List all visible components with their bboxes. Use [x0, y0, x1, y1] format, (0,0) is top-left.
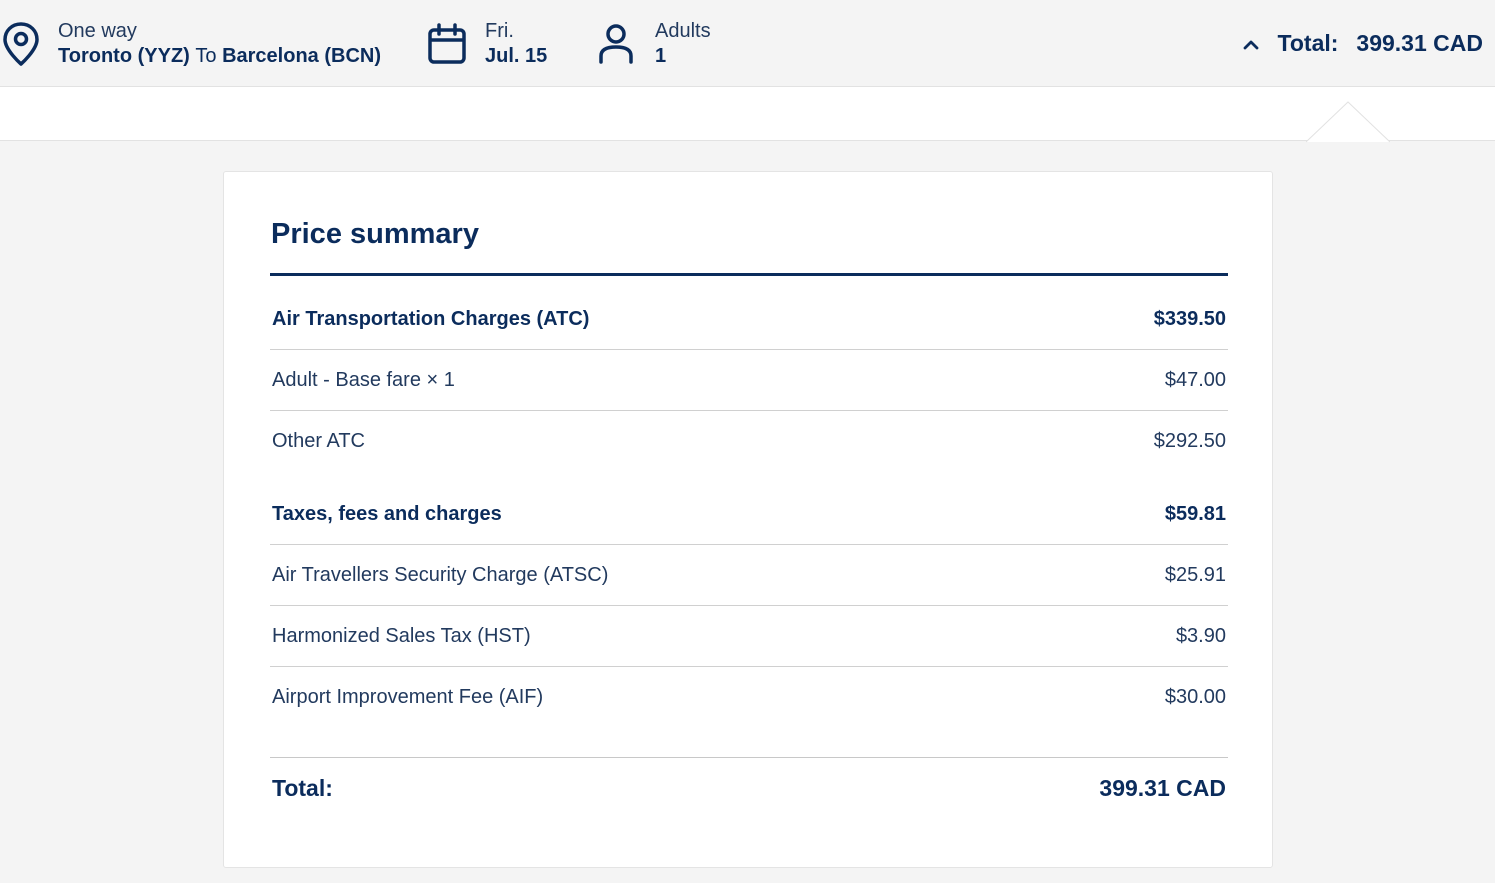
section-heading-row: Taxes, fees and charges $59.81: [270, 484, 1228, 545]
price-line-amount: $30.00: [1164, 686, 1226, 708]
price-line-label: Other ATC: [272, 430, 365, 452]
passenger-count: 1: [655, 44, 667, 67]
atc-section: Air Transportation Charges (ATC) $339.50…: [270, 289, 1228, 472]
price-line-amount: $47.00: [1164, 368, 1226, 391]
page-title: Price summary: [271, 218, 479, 250]
passenger-type-label: Adults: [655, 19, 711, 42]
total-price-toggle[interactable]: Total: 399.31 CAD: [1242, 0, 1483, 87]
header-total-label: Total:: [1277, 30, 1339, 56]
location-pin-icon: [0, 21, 42, 67]
section-heading-amount: $59.81: [1164, 502, 1226, 525]
title-underline: [270, 273, 1228, 276]
panel-top-strip: [0, 87, 1495, 141]
passenger-summary: Adults 1: [595, 0, 711, 87]
price-summary-card: Price summary Air Transportation Charges…: [223, 171, 1273, 868]
price-line-amount: $25.91: [1164, 563, 1226, 586]
trip-summary-bar: One way Toronto (YYZ) To Barcelona (BCN)…: [0, 0, 1495, 87]
total-divider: [270, 757, 1228, 758]
price-line-row: Airport Improvement Fee (AIF) $30.00: [270, 667, 1228, 728]
grand-total-row: Total: 399.31 CAD: [272, 775, 1226, 802]
price-line-label: Air Travellers Security Charge (ATSC): [272, 563, 609, 586]
section-heading-label: Taxes, fees and charges: [272, 502, 502, 525]
header-total-value: 399.31 CAD: [1356, 30, 1483, 56]
grand-total-label: Total:: [272, 775, 333, 801]
taxes-section: Taxes, fees and charges $59.81 Air Trave…: [270, 484, 1228, 728]
price-line-amount: $292.50: [1153, 430, 1226, 452]
panel-pointer: [1306, 101, 1390, 143]
day-label: Fri.: [485, 19, 514, 42]
price-line-row: Other ATC $292.50: [270, 411, 1228, 472]
section-heading-row: Air Transportation Charges (ATC) $339.50: [270, 289, 1228, 350]
destination-airport: Barcelona (BCN): [222, 44, 381, 67]
section-heading-label: Air Transportation Charges (ATC): [272, 307, 590, 330]
chevron-up-icon: [1242, 38, 1262, 50]
person-icon: [595, 22, 637, 66]
date-value: Jul. 15: [485, 44, 548, 67]
trip-type-label: One way: [58, 19, 137, 42]
price-line-row: Adult - Base fare × 1 $47.00: [270, 350, 1228, 411]
route-value: Toronto (YYZ) To Barcelona (BCN): [58, 43, 381, 69]
route-summary: One way Toronto (YYZ) To Barcelona (BCN): [0, 0, 381, 87]
price-line-row: Harmonized Sales Tax (HST) $3.90: [270, 606, 1228, 667]
grand-total-value: 399.31 CAD: [1099, 775, 1226, 801]
price-line-label: Airport Improvement Fee (AIF): [272, 686, 544, 708]
price-line-label: Harmonized Sales Tax (HST): [272, 624, 531, 647]
date-summary: Fri. Jul. 15: [426, 0, 547, 87]
price-line-row: Air Travellers Security Charge (ATSC) $2…: [270, 545, 1228, 606]
section-heading-amount: $339.50: [1153, 307, 1226, 330]
price-line-label: Adult - Base fare × 1: [272, 368, 455, 391]
calendar-icon: [426, 22, 468, 65]
to-word: To: [195, 44, 217, 67]
origin-airport: Toronto (YYZ): [58, 44, 190, 67]
price-line-amount: $3.90: [1175, 624, 1226, 647]
